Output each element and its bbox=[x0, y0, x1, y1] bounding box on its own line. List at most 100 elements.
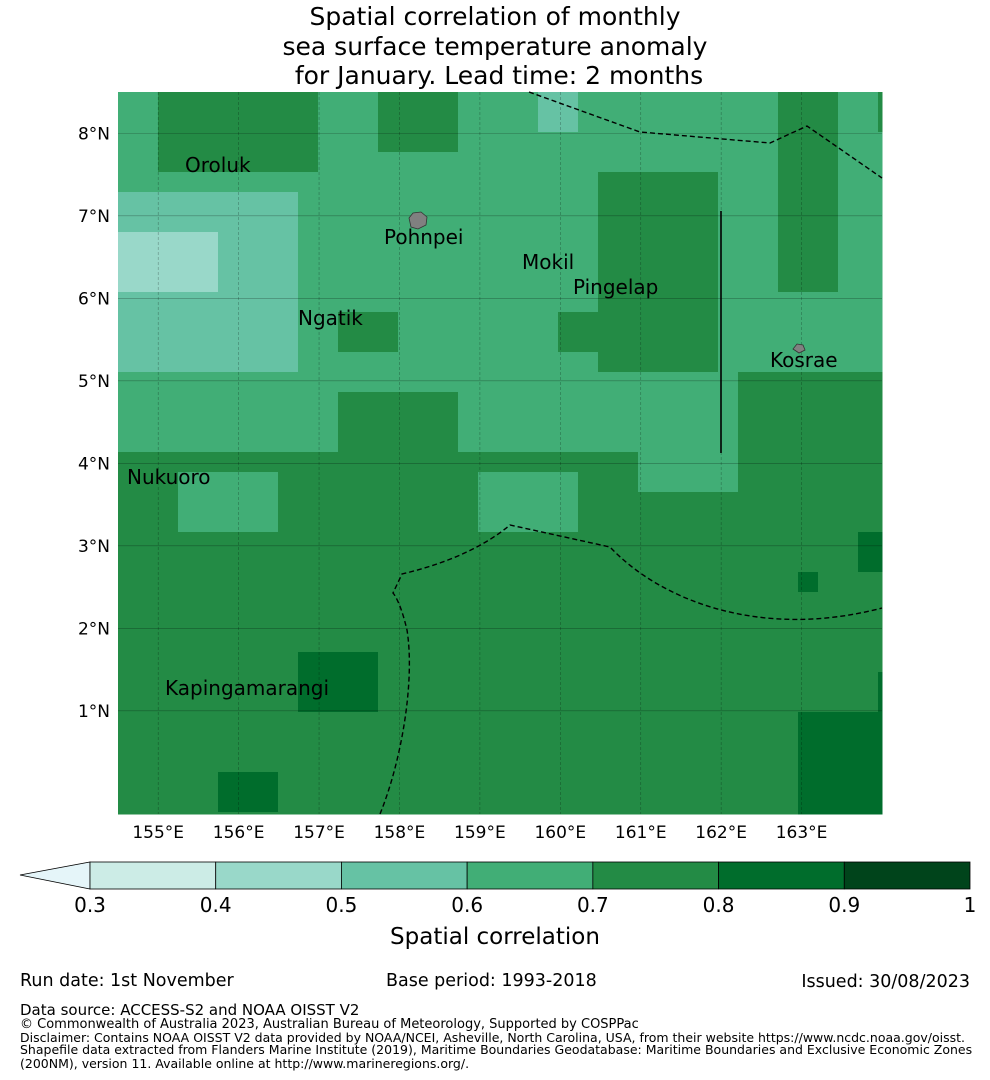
correlation-cell bbox=[558, 452, 579, 473]
correlation-cell bbox=[498, 712, 519, 733]
correlation-cell bbox=[598, 492, 619, 513]
correlation-cell bbox=[318, 752, 339, 773]
correlation-cell bbox=[498, 672, 519, 693]
correlation-cell bbox=[218, 652, 239, 673]
correlation-cell bbox=[458, 332, 479, 353]
correlation-cell bbox=[738, 652, 759, 673]
correlation-cell bbox=[858, 792, 879, 813]
correlation-cell bbox=[278, 652, 299, 673]
correlation-cell bbox=[538, 572, 559, 593]
correlation-cell bbox=[778, 292, 799, 313]
correlation-cell bbox=[478, 352, 499, 373]
correlation-cell bbox=[798, 552, 819, 573]
correlation-cell bbox=[518, 492, 539, 513]
correlation-cell bbox=[258, 92, 279, 113]
correlation-cell bbox=[358, 92, 379, 113]
correlation-cell bbox=[598, 732, 619, 753]
correlation-cell bbox=[818, 472, 839, 493]
correlation-cell bbox=[338, 232, 359, 253]
correlation-cell bbox=[438, 292, 459, 313]
correlation-cell bbox=[758, 452, 779, 473]
correlation-cell bbox=[658, 632, 679, 653]
island-label-pohnpei: Pohnpei bbox=[384, 225, 464, 249]
correlation-cell bbox=[298, 292, 319, 313]
correlation-cell bbox=[198, 332, 219, 353]
correlation-cell bbox=[878, 532, 883, 553]
correlation-cell bbox=[758, 272, 779, 293]
correlation-cell bbox=[138, 472, 159, 493]
correlation-cell bbox=[318, 632, 339, 653]
correlation-cell bbox=[878, 272, 883, 293]
correlation-cell bbox=[578, 572, 599, 593]
correlation-cell bbox=[718, 232, 739, 253]
correlation-cell bbox=[658, 672, 679, 693]
correlation-cell bbox=[698, 132, 719, 153]
latitude-tick-label: 8°N bbox=[78, 124, 110, 144]
correlation-cell bbox=[878, 292, 883, 313]
correlation-cell bbox=[118, 392, 139, 413]
correlation-cell bbox=[398, 732, 419, 753]
correlation-cell bbox=[318, 172, 339, 193]
correlation-cell bbox=[558, 712, 579, 733]
correlation-cell bbox=[298, 272, 319, 293]
correlation-cell bbox=[578, 692, 599, 713]
correlation-cell bbox=[178, 612, 199, 633]
correlation-cell bbox=[638, 592, 659, 613]
correlation-cell bbox=[758, 372, 779, 393]
correlation-cell bbox=[718, 452, 739, 473]
correlation-cell bbox=[558, 472, 579, 493]
correlation-cell bbox=[818, 372, 839, 393]
correlation-cell bbox=[238, 292, 259, 313]
latitude-tick-label: 5°N bbox=[78, 372, 110, 392]
correlation-cell bbox=[238, 512, 259, 533]
correlation-cell bbox=[298, 412, 319, 433]
correlation-cell bbox=[358, 132, 379, 153]
correlation-cell bbox=[578, 332, 599, 353]
correlation-cell bbox=[278, 812, 299, 815]
correlation-cell bbox=[558, 772, 579, 793]
correlation-cell bbox=[778, 712, 799, 733]
colorbar-tick-label: 0.4 bbox=[200, 893, 232, 917]
correlation-cell bbox=[278, 292, 299, 313]
correlation-cell bbox=[738, 772, 759, 793]
correlation-cell bbox=[178, 432, 199, 453]
correlation-cell bbox=[378, 492, 399, 513]
correlation-cell bbox=[138, 132, 159, 153]
correlation-cell bbox=[158, 352, 179, 373]
correlation-cell bbox=[218, 772, 239, 793]
colorbar-label: Spatial correlation bbox=[390, 924, 600, 950]
correlation-cell bbox=[558, 592, 579, 613]
correlation-cell bbox=[818, 512, 839, 533]
correlation-cell bbox=[498, 652, 519, 673]
correlation-cell bbox=[858, 192, 879, 213]
correlation-cell bbox=[538, 792, 559, 813]
correlation-cell bbox=[338, 352, 359, 373]
correlation-cell bbox=[698, 532, 719, 553]
correlation-cell bbox=[178, 472, 199, 493]
correlation-cell bbox=[558, 192, 579, 213]
correlation-cell bbox=[598, 392, 619, 413]
correlation-cell bbox=[298, 472, 319, 493]
correlation-cell bbox=[378, 332, 399, 353]
correlation-cell bbox=[858, 432, 879, 453]
correlation-cell bbox=[198, 732, 219, 753]
correlation-cell bbox=[318, 352, 339, 373]
correlation-cell bbox=[478, 92, 499, 113]
correlation-cell bbox=[778, 692, 799, 713]
correlation-cell bbox=[298, 112, 319, 133]
correlation-cell bbox=[338, 792, 359, 813]
correlation-cell bbox=[378, 432, 399, 453]
correlation-cell bbox=[718, 372, 739, 393]
correlation-cell bbox=[878, 612, 883, 633]
correlation-cell bbox=[238, 332, 259, 353]
correlation-cell bbox=[198, 252, 219, 273]
correlation-cell bbox=[658, 272, 679, 293]
correlation-cell bbox=[418, 652, 439, 673]
correlation-cell bbox=[138, 292, 159, 313]
correlation-cell bbox=[598, 272, 619, 293]
correlation-cell bbox=[218, 172, 239, 193]
correlation-cell bbox=[458, 272, 479, 293]
correlation-cell bbox=[118, 532, 139, 553]
correlation-cell bbox=[598, 612, 619, 633]
correlation-cell bbox=[578, 132, 599, 153]
